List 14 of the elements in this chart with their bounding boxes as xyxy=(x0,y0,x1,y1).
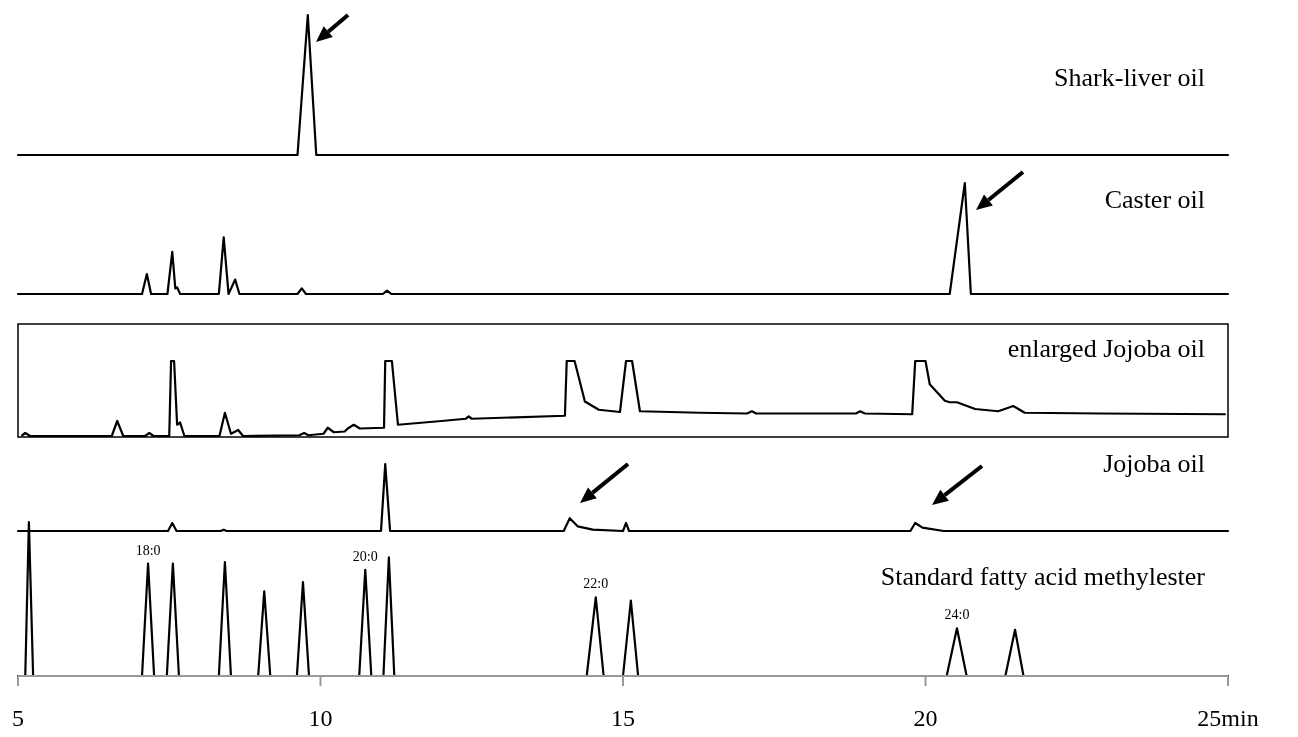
x-tick-label: 20 xyxy=(913,705,938,731)
chart-title: enlarged Jojoba oil xyxy=(1007,334,1205,363)
text: Shark-liver oil xyxy=(1054,63,1205,92)
chart-title: Jojoba oil xyxy=(1103,449,1205,478)
annotation: 20:0 xyxy=(352,548,378,564)
annotation: 18:0 xyxy=(135,542,161,558)
annotation: 24:0 xyxy=(944,607,970,623)
text: Standard fatty acid methylester xyxy=(880,562,1206,591)
chart-title: Caster oil xyxy=(1104,185,1205,214)
x-tick-label: 15 xyxy=(611,705,635,731)
x-tick-label: 5 xyxy=(12,705,24,731)
x-tick-label: 25min xyxy=(1197,705,1259,731)
annotation: 22:0 xyxy=(583,576,609,592)
x-tick-label: 10 xyxy=(308,705,333,731)
